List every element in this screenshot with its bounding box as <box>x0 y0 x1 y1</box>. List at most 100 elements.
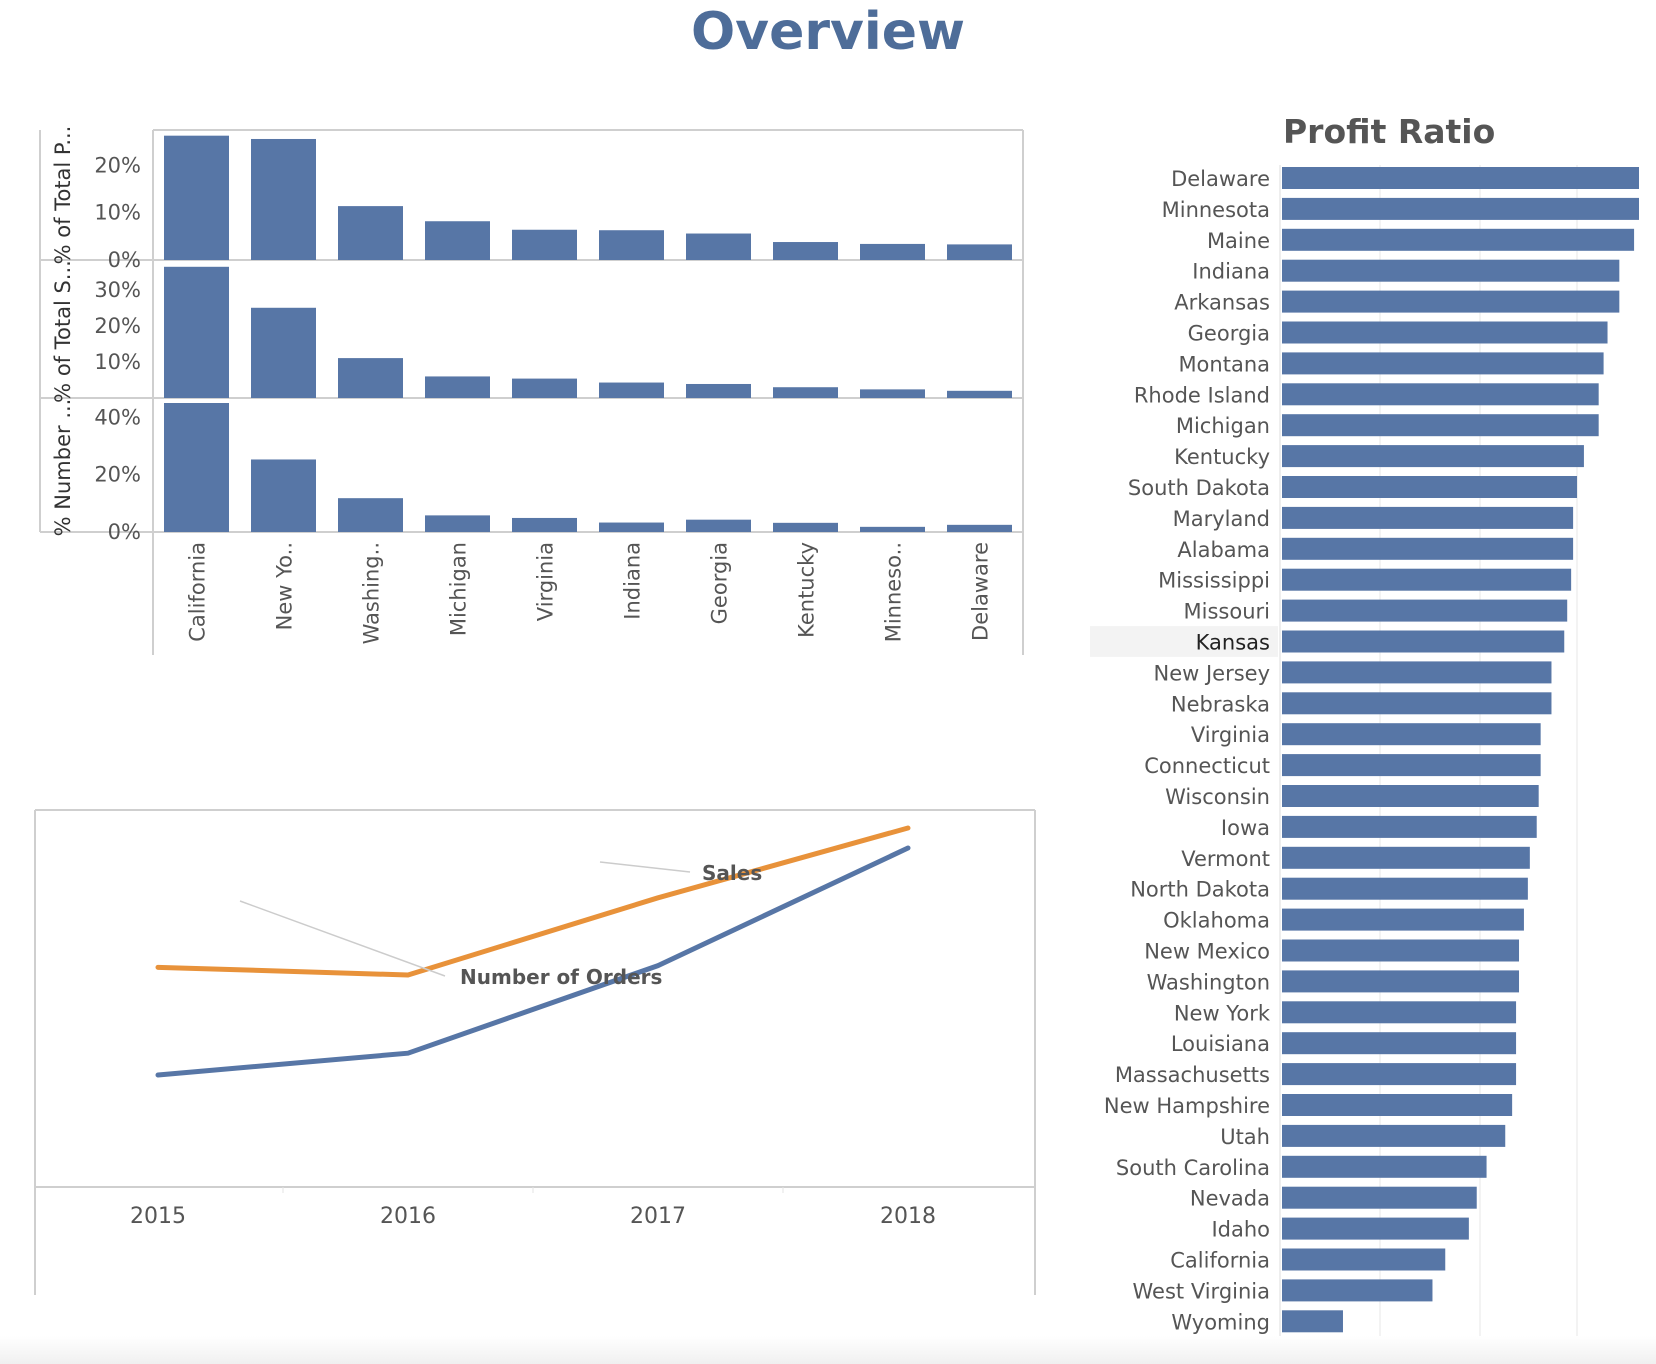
point-number-of-orders-2018 <box>906 846 910 850</box>
profit-label-washington: Washington <box>1147 970 1270 994</box>
point-sales-2018 <box>906 826 910 830</box>
bar-kentucky-3 <box>773 522 838 532</box>
bar-michigan-2 <box>425 376 490 398</box>
profit-bar-rhode-island <box>1282 383 1599 406</box>
profit-bar-alabama <box>1282 537 1574 560</box>
profit-label-south-carolina: South Carolina <box>1116 1156 1270 1180</box>
profit-bar-indiana <box>1282 259 1620 282</box>
profit-label-rhode-island: Rhode Island <box>1134 383 1270 407</box>
y-tick-label: 30% <box>94 278 141 302</box>
profit-bar-minnesota <box>1282 197 1639 220</box>
profit-bar-new-mexico <box>1282 939 1520 962</box>
category-label-virginia: Virginia <box>534 542 558 621</box>
bar-washing-3 <box>338 498 403 532</box>
profit-label-missouri: Missouri <box>1184 600 1270 624</box>
profit-label-delaware: Delaware <box>1171 167 1270 191</box>
profit-label-nebraska: Nebraska <box>1171 692 1270 716</box>
profit-label-maine: Maine <box>1207 229 1270 253</box>
point-number-of-orders-2017 <box>656 964 660 968</box>
profit-label-arkansas: Arkansas <box>1174 291 1270 315</box>
point-sales-2016 <box>406 973 410 977</box>
profit-bar-kansas <box>1282 630 1565 653</box>
bar-new-yo-3 <box>251 459 316 532</box>
profit-bar-washington <box>1282 970 1520 993</box>
bar-virginia-3 <box>512 517 577 532</box>
highlight-row-kansas <box>1090 626 1278 657</box>
category-label-michigan: Michigan <box>447 542 471 636</box>
y-tick-label: 10% <box>94 201 141 225</box>
bar-new-yo-2 <box>251 307 316 398</box>
point-number-of-orders-2016 <box>406 1051 410 1055</box>
yearly-trend-line-chart[interactable]: 2015 2016 2017 2018 Sales Number of Orders <box>0 800 1040 1300</box>
profit-ratio-title: Profit Ratio <box>1283 112 1496 151</box>
bar-washing-1 <box>338 206 403 260</box>
profit-bar-kentucky <box>1282 445 1584 468</box>
bar-georgia-2 <box>686 383 751 398</box>
profit-label-wisconsin: Wisconsin <box>1165 785 1270 809</box>
profit-bar-utah <box>1282 1124 1506 1147</box>
bar-minneso-3 <box>860 526 925 532</box>
profit-label-idaho: Idaho <box>1211 1218 1270 1242</box>
bar-delaware-1 <box>947 244 1012 260</box>
row-axis-title: % of Total S... <box>51 260 75 403</box>
profit-label-minnesota: Minnesota <box>1162 198 1270 222</box>
profit-bar-wyoming <box>1282 1310 1343 1333</box>
profit-label-louisiana: Louisiana <box>1171 1032 1270 1056</box>
profit-bar-delaware <box>1282 167 1639 189</box>
point-sales-2015 <box>156 965 160 969</box>
bar-georgia-1 <box>686 233 751 260</box>
profit-label-south-dakota: South Dakota <box>1128 476 1270 500</box>
category-label-georgia: Georgia <box>708 542 732 624</box>
profit-label-new-hampshire: New Hampshire <box>1104 1094 1270 1118</box>
profit-bar-new-jersey <box>1282 661 1552 684</box>
profit-bar-nebraska <box>1282 692 1552 715</box>
profit-bar-missouri <box>1282 599 1568 622</box>
profit-label-indiana: Indiana <box>1192 260 1270 284</box>
bar-kentucky-1 <box>773 242 838 260</box>
profit-bar-virginia <box>1282 723 1541 746</box>
bar-washing-2 <box>338 358 403 398</box>
profit-label-montana: Montana <box>1178 352 1270 376</box>
category-label-washing: Washing.. <box>360 542 384 644</box>
bar-indiana-3 <box>599 522 664 532</box>
profit-bar-new-hampshire <box>1282 1094 1513 1116</box>
bar-virginia-2 <box>512 378 577 398</box>
bar-indiana-1 <box>599 230 664 260</box>
bottom-scroll-shadow <box>0 1336 1656 1364</box>
x-tick-label-2015: 2015 <box>130 1204 186 1229</box>
profit-label-kentucky: Kentucky <box>1174 445 1270 469</box>
profit-bar-arkansas <box>1282 290 1620 313</box>
profit-label-michigan: Michigan <box>1176 414 1270 438</box>
profit-bar-michigan <box>1282 414 1599 437</box>
point-sales-2017 <box>656 896 660 900</box>
y-tick-label: 20% <box>94 314 141 338</box>
profit-ratio-bar-chart[interactable]: Delaware Minnesota Maine Indiana Arkansas Geo… <box>1090 165 1656 1350</box>
profit-label-kansas: Kansas <box>1196 631 1270 655</box>
bar-indiana-2 <box>599 382 664 398</box>
bar-michigan-1 <box>425 221 490 260</box>
profit-label-vermont: Vermont <box>1181 847 1270 871</box>
profit-label-new-jersey: New Jersey <box>1153 661 1270 685</box>
bar-new-yo-1 <box>251 138 316 260</box>
y-tick-label: 10% <box>94 350 141 374</box>
profit-bar-west-virginia <box>1282 1279 1433 1302</box>
profit-label-california: California <box>1170 1249 1270 1273</box>
profit-bar-vermont <box>1282 846 1530 869</box>
category-label-kentucky: Kentucky <box>795 542 819 638</box>
profit-label-oklahoma: Oklahoma <box>1163 909 1270 933</box>
x-tick-label-2016: 2016 <box>380 1204 436 1229</box>
state-share-bar-chart[interactable]: % of Total P... 0% 10% 20% % of Total S... 10… <box>0 120 1030 660</box>
profit-label-mississippi: Mississippi <box>1158 569 1270 593</box>
y-tick-label: 0% <box>108 520 141 544</box>
category-label-indiana: Indiana <box>621 542 645 620</box>
point-number-of-orders-2015 <box>156 1073 160 1077</box>
profit-bar-maryland <box>1282 506 1574 529</box>
row-axis-title: % Number ... <box>51 399 75 537</box>
profit-label-wyoming: Wyoming <box>1171 1310 1270 1334</box>
profit-label-iowa: Iowa <box>1221 816 1270 840</box>
line-number-of-orders <box>155 845 911 1078</box>
profit-label-utah: Utah <box>1220 1125 1270 1149</box>
bar-california-2 <box>164 266 229 398</box>
category-label-minneso: Minneso.. <box>882 542 906 642</box>
x-tick-label-2017: 2017 <box>630 1204 686 1229</box>
